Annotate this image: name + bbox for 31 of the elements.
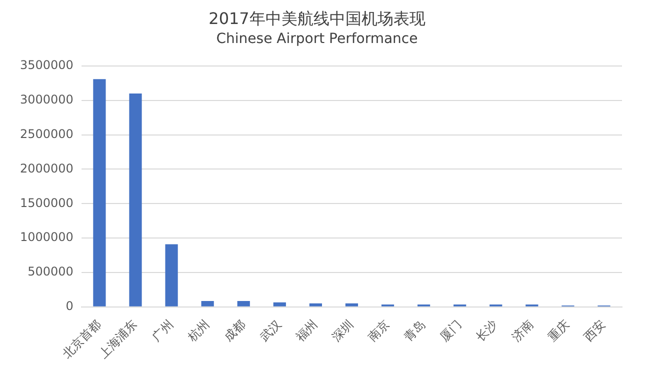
bar (165, 244, 178, 306)
y-tick-label: 1500000 (20, 196, 74, 210)
x-tick-label: 福州 (293, 317, 320, 344)
bar (129, 94, 142, 306)
bar (201, 301, 214, 306)
bar (93, 79, 106, 306)
chart-subtitle: Chinese Airport Performance (216, 31, 418, 48)
y-tick-label: 3000000 (20, 92, 74, 107)
x-tick-label: 广州 (148, 317, 176, 344)
y-tick-label: 500000 (28, 264, 74, 279)
x-tick-label: 深圳 (329, 317, 356, 344)
bar (309, 303, 322, 306)
x-tick-label: 济南 (509, 317, 536, 344)
x-tick-label: 武汉 (257, 317, 284, 344)
x-tick-label: 成都 (221, 317, 248, 344)
bar (345, 303, 358, 306)
y-tick-label: 2000000 (20, 161, 74, 176)
x-tick-label: 青岛 (401, 317, 428, 344)
x-tick-label: 重庆 (545, 317, 572, 344)
chart-title: 2017年中美航线中国机场表现 (208, 8, 426, 28)
x-tick-label: 厦门 (437, 317, 464, 344)
y-tick-label: 3500000 (20, 58, 74, 72)
y-tick-label: 2500000 (20, 126, 74, 141)
y-tick-label: 0 (66, 299, 74, 313)
y-tick-label: 1000000 (20, 230, 74, 244)
x-tick-label: 长沙 (473, 317, 500, 344)
x-tick-label: 南京 (365, 317, 392, 344)
bar (237, 301, 250, 306)
x-tick-label: 杭州 (184, 317, 212, 345)
x-tick-label: 西安 (581, 317, 608, 344)
bar (273, 302, 286, 306)
